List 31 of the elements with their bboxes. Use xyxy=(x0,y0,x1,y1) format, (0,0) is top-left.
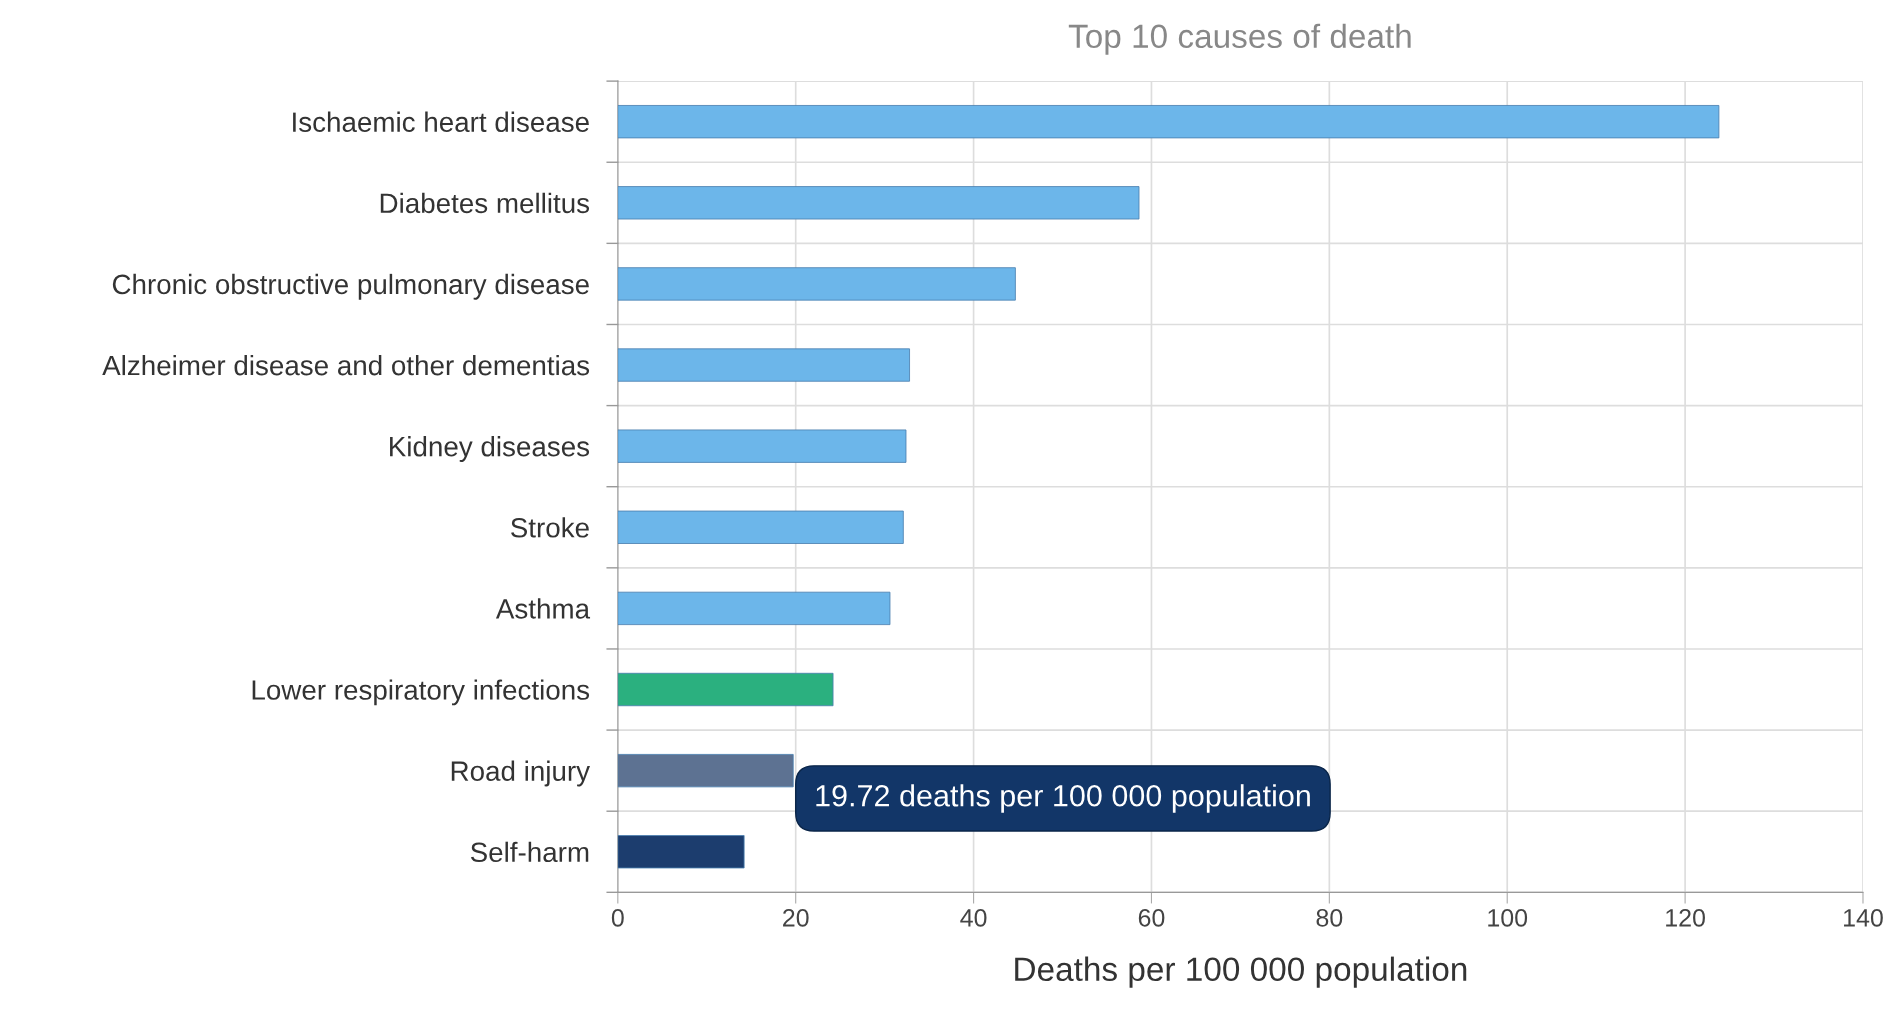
y-tick-label: Self-harm xyxy=(470,841,589,863)
bar xyxy=(617,105,1720,139)
bar xyxy=(617,754,794,788)
y-tick-label: Chronic obstructive pulmonary disease xyxy=(112,273,589,300)
chart-title: Top 10 causes of death xyxy=(1068,23,1411,55)
x-tick-label: 140 xyxy=(1844,908,1883,927)
bar xyxy=(617,510,904,544)
x-tick-label: 20 xyxy=(783,908,809,927)
bar xyxy=(617,186,1140,220)
x-tick-label: 0 xyxy=(611,908,624,927)
bar xyxy=(617,672,834,707)
bar xyxy=(617,835,745,869)
annotation: 19.72 deaths per 100 000 population xyxy=(816,784,1310,813)
bar xyxy=(617,267,1016,301)
x-tick-label: 100 xyxy=(1488,908,1528,927)
x-axis-title: Deaths per 100 000 population xyxy=(1015,956,1467,988)
bar xyxy=(617,348,910,382)
x-tick-label: 120 xyxy=(1666,908,1705,927)
y-tick-label: Alzheimer disease and other dementias xyxy=(102,354,590,376)
y-tick-label: Asthma xyxy=(495,598,591,619)
x-tick-label: 40 xyxy=(960,908,987,927)
y-tick-label: Road injury xyxy=(451,760,590,787)
x-tick-label: 80 xyxy=(1316,908,1343,927)
bar xyxy=(617,591,891,626)
x-tick-label: 60 xyxy=(1138,908,1165,927)
y-tick-label: Ischaemic heart disease xyxy=(293,111,589,133)
y-tick-label: Stroke xyxy=(511,517,589,538)
y-tick-label: Diabetes mellitus xyxy=(380,192,590,214)
y-tick-label: Lower respiratory infections xyxy=(252,679,590,706)
bar xyxy=(617,429,907,463)
y-tick-label: Kidney diseases xyxy=(390,436,590,462)
